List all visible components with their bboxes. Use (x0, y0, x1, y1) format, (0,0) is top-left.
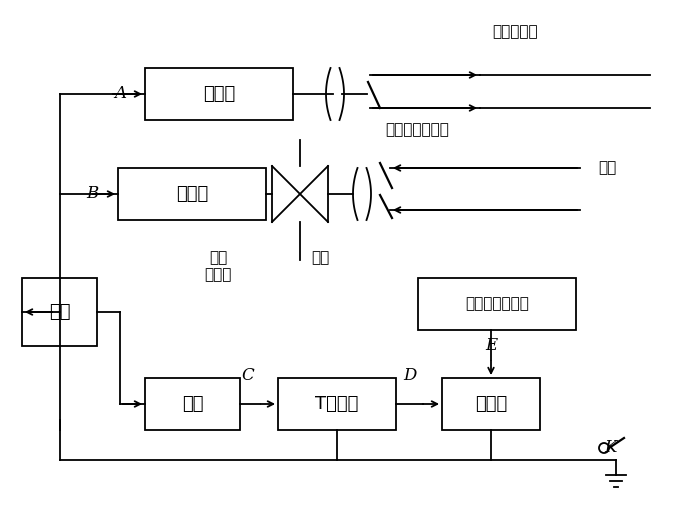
Bar (418, 278, 576, 330)
Text: 滤光片: 滤光片 (204, 267, 232, 283)
Bar (442, 378, 540, 430)
Text: A: A (114, 85, 126, 103)
Text: 时钟脉冲振荡器: 时钟脉冲振荡器 (465, 296, 529, 312)
Bar (145, 378, 240, 430)
Text: 光阑: 光阑 (311, 250, 329, 266)
Text: 整形: 整形 (182, 395, 203, 413)
Text: D: D (403, 366, 417, 383)
Bar (145, 68, 293, 120)
Text: C: C (241, 366, 254, 383)
Text: 放大: 放大 (49, 303, 70, 321)
Text: 探测器: 探测器 (176, 185, 208, 203)
Text: 参考信号取样器: 参考信号取样器 (385, 123, 449, 137)
Text: 回波: 回波 (598, 160, 616, 175)
Text: 激光器: 激光器 (203, 85, 235, 103)
Text: E: E (485, 337, 497, 354)
Bar (118, 168, 266, 220)
Text: K: K (604, 439, 616, 456)
Bar (278, 378, 396, 430)
Bar (22, 278, 97, 346)
Text: 干涉: 干涉 (209, 250, 227, 266)
Text: 计数器: 计数器 (475, 395, 507, 413)
Text: B: B (86, 185, 98, 202)
Text: T触发器: T触发器 (316, 395, 358, 413)
Text: 发射激光束: 发射激光束 (492, 25, 538, 39)
